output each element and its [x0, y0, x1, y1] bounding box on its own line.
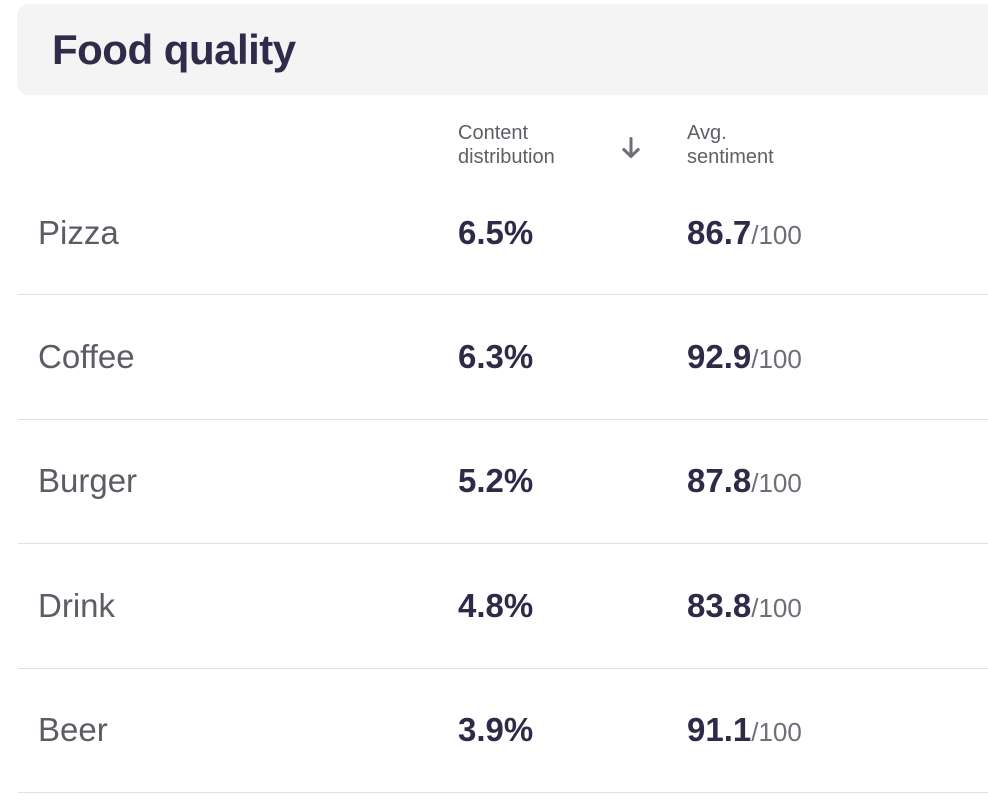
table-row-coffee[interactable]: Coffee 6.3% 92.9/100: [18, 295, 988, 420]
table-row-pizza[interactable]: Pizza 6.5% 86.7/100: [18, 171, 988, 296]
table-row-burger[interactable]: Burger 5.2% 87.8/100: [18, 420, 988, 545]
table-row-drink[interactable]: Drink 4.8% 83.8/100: [18, 544, 988, 669]
sentiment-max: /100: [751, 468, 802, 499]
topics-table: Content distribution Avg. sentiment Pizz…: [18, 96, 988, 793]
column-header-content-distribution[interactable]: Content distribution: [458, 122, 555, 168]
widget-title: Food quality: [52, 25, 296, 73]
distribution-value: 5.2%: [458, 462, 534, 500]
sentiment-cell: 92.9/100: [687, 338, 988, 376]
distribution-value: 6.5%: [458, 213, 534, 251]
sentiment-cell: 83.8/100: [687, 587, 988, 625]
sentiment-cell: 91.1/100: [687, 711, 988, 749]
distribution-value: 4.8%: [458, 586, 534, 624]
sort-descending-arrow-icon[interactable]: [618, 135, 644, 161]
widget-header: Food quality: [17, 4, 988, 95]
sentiment-cell: 87.8/100: [687, 462, 988, 500]
topic-label: Burger: [38, 462, 138, 500]
sentiment-cell: 86.7/100: [687, 214, 988, 252]
sentiment-value: 91.1: [687, 711, 752, 749]
topic-label: Coffee: [38, 338, 135, 376]
column-header-avg-sentiment[interactable]: Avg. sentiment: [687, 122, 774, 168]
table-row-beer[interactable]: Beer 3.9% 91.1/100: [18, 669, 988, 793]
distribution-value: 6.3%: [458, 338, 534, 376]
distribution-value: 3.9%: [458, 711, 534, 749]
sentiment-value: 86.7: [687, 213, 752, 251]
sentiment-max: /100: [751, 592, 802, 623]
sentiment-value: 87.8: [687, 462, 752, 500]
sentiment-max: /100: [751, 717, 802, 748]
topic-label: Pizza: [38, 213, 119, 251]
sentiment-max: /100: [751, 219, 802, 250]
sentiment-value: 92.9: [687, 338, 752, 376]
table-header-row: Content distribution Avg. sentiment: [18, 96, 988, 171]
sentiment-max: /100: [751, 344, 802, 375]
topic-label: Drink: [38, 586, 116, 624]
sentiment-value: 83.8: [687, 586, 752, 624]
table-body: Pizza 6.5% 86.7/100 Coffee 6.3% 92.9/100…: [18, 171, 988, 793]
topic-label: Beer: [38, 711, 108, 749]
